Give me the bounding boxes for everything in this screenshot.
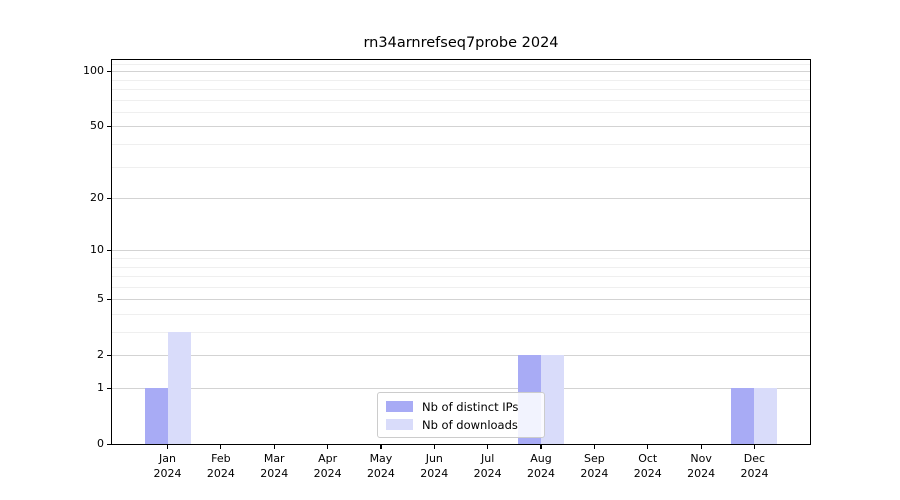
y-axis-tick-label: 10 xyxy=(90,243,104,257)
major-gridline xyxy=(112,250,810,252)
x-axis-tick xyxy=(700,444,702,449)
y-axis-tick-label: 1 xyxy=(97,381,104,394)
minor-gridline xyxy=(112,286,810,288)
x-axis-tick-label: Mar 2024 xyxy=(260,452,289,480)
x-axis-tick xyxy=(540,444,542,449)
x-axis-tick xyxy=(433,444,435,449)
minor-gridline xyxy=(112,99,810,101)
minor-gridline xyxy=(112,332,810,333)
minor-gridline xyxy=(112,276,810,278)
legend-swatch-distinct-ips xyxy=(386,401,413,412)
minor-gridline xyxy=(112,63,810,65)
x-axis-tick-label: Feb 2024 xyxy=(206,452,235,480)
x-axis-tick-label: Oct 2024 xyxy=(633,452,662,480)
x-axis-tick xyxy=(753,444,756,449)
major-gridline xyxy=(112,355,810,357)
y-axis-tick-label: 20 xyxy=(90,191,104,205)
minor-gridline xyxy=(112,111,810,113)
minor-gridline xyxy=(112,266,810,268)
x-axis-tick-label: Apr 2024 xyxy=(313,452,342,480)
y-axis-tick xyxy=(107,443,112,445)
y-axis-tick xyxy=(107,125,112,128)
x-axis-tick xyxy=(487,444,489,449)
x-axis-tick xyxy=(380,444,382,449)
y-axis-tick xyxy=(107,249,112,251)
bar-distinct-ips xyxy=(144,388,168,444)
y-axis-tick-label: 100 xyxy=(83,64,104,78)
y-axis-tick xyxy=(107,298,112,300)
major-gridline xyxy=(112,299,810,301)
legend-item-distinct-ips: Nb of distinct IPs xyxy=(386,399,536,414)
y-axis-tick xyxy=(107,354,112,356)
y-axis-tick-label: 2 xyxy=(97,348,104,362)
bar-downloads xyxy=(541,355,565,444)
minor-gridline xyxy=(112,313,810,315)
y-axis-tick-label: 50 xyxy=(90,119,104,133)
bar-downloads xyxy=(167,332,191,444)
x-axis-tick-label: May 2024 xyxy=(366,452,395,480)
legend: Nb of distinct IPs Nb of downloads xyxy=(377,392,545,438)
chart-title: rn34arnrefseq7probe 2024 xyxy=(363,35,559,51)
x-axis-tick-label: Jun 2024 xyxy=(420,452,449,480)
minor-gridline xyxy=(112,89,810,90)
minor-gridline xyxy=(112,166,810,168)
major-gridline xyxy=(112,388,810,389)
plot-area: Nb of distinct IPs Nb of downloads 0 1 2 5 1… xyxy=(83,59,811,480)
y-axis-tick xyxy=(107,197,112,199)
x-axis-tick xyxy=(326,444,329,449)
x-axis-tick-label: Sep 2024 xyxy=(580,452,609,480)
major-gridline xyxy=(112,198,810,200)
legend-item-downloads: Nb of downloads xyxy=(386,417,536,432)
x-axis-tick xyxy=(220,444,222,449)
y-axis-tick-label: 5 xyxy=(97,292,104,306)
x-axis-tick-label: Jul 2024 xyxy=(473,452,502,480)
y-axis-tick-label: 0 xyxy=(97,437,104,450)
x-axis-tick-label: Dec 2024 xyxy=(740,452,769,480)
x-axis-tick-label: Nov 2024 xyxy=(687,452,716,480)
y-axis-tick xyxy=(107,70,112,72)
minor-gridline xyxy=(112,257,810,259)
minor-gridline xyxy=(112,144,810,145)
x-axis-tick xyxy=(647,444,649,449)
bar-distinct-ips xyxy=(731,388,755,444)
bar-downloads xyxy=(754,388,778,444)
major-gridline xyxy=(112,126,810,128)
x-axis-tick xyxy=(166,444,169,449)
x-axis-tick xyxy=(273,444,275,449)
legend-label-distinct-ips: Nb of distinct IPs xyxy=(422,399,519,414)
legend-label-downloads: Nb of downloads xyxy=(422,417,518,432)
x-axis-tick-label: Aug 2024 xyxy=(527,452,556,480)
minor-gridline xyxy=(112,79,810,81)
x-axis-tick xyxy=(593,444,595,449)
legend-swatch-downloads xyxy=(386,419,413,430)
y-axis-tick xyxy=(107,387,112,389)
major-gridline xyxy=(112,71,810,73)
x-axis-tick-label: Jan 2024 xyxy=(153,452,182,480)
